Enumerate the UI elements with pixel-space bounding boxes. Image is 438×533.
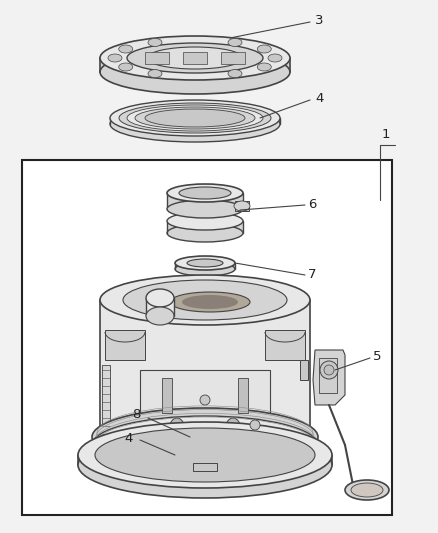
Polygon shape [313, 350, 345, 405]
Ellipse shape [95, 428, 315, 482]
Ellipse shape [148, 70, 162, 78]
Ellipse shape [320, 361, 338, 379]
Ellipse shape [100, 275, 310, 325]
Ellipse shape [119, 103, 271, 133]
Polygon shape [193, 209, 217, 221]
Ellipse shape [351, 483, 383, 497]
Text: 3: 3 [315, 13, 324, 27]
FancyBboxPatch shape [145, 52, 169, 64]
Ellipse shape [78, 422, 332, 488]
Ellipse shape [78, 432, 332, 498]
Polygon shape [92, 437, 318, 445]
Ellipse shape [167, 224, 243, 242]
Ellipse shape [145, 109, 245, 127]
FancyBboxPatch shape [265, 330, 305, 360]
Text: 5: 5 [373, 351, 381, 364]
Ellipse shape [100, 36, 290, 80]
Ellipse shape [187, 259, 223, 267]
FancyBboxPatch shape [105, 330, 145, 360]
Text: 7: 7 [308, 268, 317, 280]
Ellipse shape [146, 289, 174, 307]
Text: 8: 8 [132, 408, 140, 422]
Ellipse shape [175, 262, 235, 276]
FancyBboxPatch shape [22, 160, 392, 515]
Ellipse shape [268, 54, 282, 62]
FancyBboxPatch shape [235, 201, 249, 211]
Circle shape [200, 395, 210, 405]
Ellipse shape [179, 187, 231, 199]
FancyBboxPatch shape [221, 52, 245, 64]
Ellipse shape [182, 295, 238, 309]
Circle shape [250, 420, 260, 430]
Ellipse shape [135, 107, 255, 129]
Ellipse shape [127, 105, 263, 131]
FancyBboxPatch shape [238, 378, 248, 413]
Ellipse shape [167, 184, 243, 202]
Ellipse shape [92, 416, 318, 474]
Ellipse shape [119, 45, 133, 53]
FancyBboxPatch shape [102, 365, 110, 460]
FancyBboxPatch shape [140, 370, 270, 460]
Text: 4: 4 [124, 432, 132, 445]
Ellipse shape [228, 38, 242, 46]
FancyBboxPatch shape [319, 358, 337, 393]
FancyBboxPatch shape [300, 360, 308, 380]
Ellipse shape [167, 212, 243, 230]
Ellipse shape [123, 280, 287, 320]
Ellipse shape [228, 70, 242, 78]
Polygon shape [175, 263, 235, 269]
Ellipse shape [92, 408, 318, 466]
Ellipse shape [147, 47, 243, 69]
FancyBboxPatch shape [183, 52, 207, 64]
Ellipse shape [170, 292, 250, 312]
Text: 4: 4 [315, 92, 323, 104]
Ellipse shape [127, 43, 263, 73]
Ellipse shape [148, 38, 162, 46]
Ellipse shape [146, 307, 174, 325]
Ellipse shape [345, 480, 389, 500]
Ellipse shape [100, 50, 290, 94]
Ellipse shape [225, 418, 241, 442]
Ellipse shape [110, 106, 280, 142]
Ellipse shape [324, 365, 334, 375]
Ellipse shape [110, 100, 280, 136]
FancyBboxPatch shape [162, 378, 172, 413]
Polygon shape [110, 118, 280, 124]
Polygon shape [167, 221, 243, 233]
Polygon shape [146, 298, 174, 316]
Ellipse shape [108, 54, 122, 62]
Polygon shape [78, 455, 332, 465]
Text: 6: 6 [308, 198, 316, 211]
Ellipse shape [119, 63, 133, 71]
Polygon shape [167, 193, 243, 209]
Ellipse shape [167, 200, 243, 218]
Ellipse shape [257, 45, 271, 53]
Polygon shape [100, 58, 290, 72]
Ellipse shape [175, 256, 235, 270]
Ellipse shape [234, 201, 250, 211]
Ellipse shape [257, 63, 271, 71]
FancyBboxPatch shape [193, 463, 217, 471]
Polygon shape [100, 300, 310, 445]
Text: 1: 1 [382, 128, 391, 141]
Ellipse shape [169, 418, 185, 442]
